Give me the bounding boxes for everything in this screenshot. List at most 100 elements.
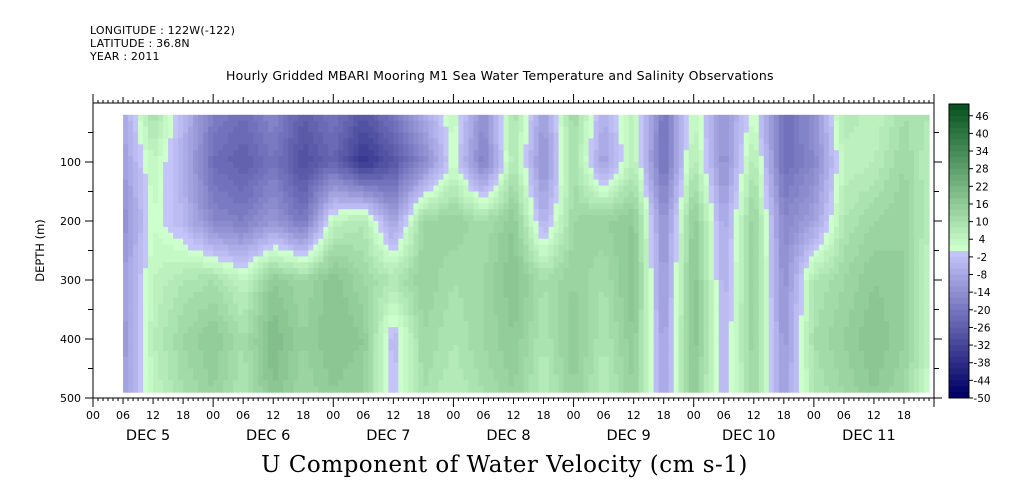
- heatmap-cell: [808, 162, 815, 169]
- heatmap-cell: [873, 162, 880, 169]
- heatmap-cell: [413, 262, 419, 269]
- heatmap-cell: [258, 203, 264, 210]
- heatmap-cell: [418, 173, 424, 181]
- heatmap-cell: [603, 114, 610, 122]
- heatmap-cell: [253, 221, 259, 228]
- heatmap-cell: [883, 120, 890, 128]
- heatmap-cell: [268, 162, 274, 169]
- heatmap-cell: [863, 268, 870, 275]
- heatmap-cell: [883, 132, 890, 139]
- heatmap-cell: [363, 126, 369, 134]
- heatmap-cell: [328, 156, 334, 163]
- heatmap-cell: [848, 226, 855, 234]
- heatmap-cell: [368, 221, 374, 228]
- heatmap-cell: [418, 250, 424, 257]
- heatmap-cell: [193, 262, 199, 269]
- heatmap-cell: [598, 150, 605, 157]
- heatmap-cell: [478, 197, 485, 204]
- heatmap-cell: [203, 221, 209, 228]
- heatmap-cell: [223, 179, 229, 187]
- heatmap-cell: [518, 150, 525, 157]
- heatmap-cell: [918, 226, 925, 234]
- heatmap-cell: [773, 120, 780, 128]
- heatmap-cell: [503, 232, 510, 240]
- heatmap-cell: [433, 203, 440, 210]
- heatmap-cell: [613, 138, 620, 145]
- heatmap-cell: [833, 150, 840, 157]
- heatmap-cell: [833, 120, 840, 128]
- heatmap-cell: [908, 179, 915, 187]
- heatmap-cell: [148, 268, 154, 275]
- heatmap-cell: [853, 285, 860, 293]
- heatmap-cell: [318, 138, 324, 145]
- heatmap-cell: [693, 274, 700, 281]
- heatmap-cell: [353, 285, 359, 293]
- heatmap-cell: [473, 185, 480, 193]
- heatmap-cell: [433, 150, 440, 157]
- heatmap-cell: [643, 179, 650, 187]
- heatmap-cell: [598, 250, 605, 257]
- heatmap-cell: [733, 150, 740, 157]
- heatmap-cell: [578, 244, 585, 252]
- heatmap-cell: [308, 209, 314, 216]
- heatmap-cell: [648, 268, 655, 275]
- heatmap-cell: [843, 244, 850, 252]
- heatmap-cell: [693, 197, 700, 204]
- heatmap-cell: [283, 173, 289, 181]
- heatmap-cell: [908, 244, 915, 252]
- heatmap-cell: [188, 138, 194, 145]
- heatmap-cell: [213, 215, 219, 222]
- heatmap-cell: [778, 144, 785, 151]
- heatmap-cell: [378, 232, 384, 240]
- heatmap-cell: [493, 250, 500, 257]
- heatmap-cell: [588, 138, 595, 145]
- heatmap-cell: [743, 209, 750, 216]
- heatmap-cell: [323, 221, 329, 228]
- heatmap-cell: [383, 156, 389, 163]
- heatmap-cell: [768, 132, 775, 139]
- heatmap-cell: [443, 144, 450, 151]
- heatmap-cell: [383, 285, 389, 293]
- heatmap-cell: [343, 144, 349, 151]
- heatmap-cell: [388, 156, 394, 163]
- heatmap-cell: [563, 150, 570, 157]
- heatmap-cell: [698, 238, 705, 246]
- heatmap-cell: [583, 162, 590, 169]
- heatmap-cell: [688, 138, 695, 145]
- heatmap-cell: [428, 150, 435, 157]
- heatmap-cell: [548, 226, 555, 234]
- heatmap-cell: [173, 150, 179, 157]
- heatmap-cell: [198, 144, 204, 151]
- heatmap-cell: [378, 291, 384, 299]
- heatmap-cell: [308, 244, 314, 252]
- heatmap-cell: [758, 215, 765, 222]
- heatmap-cell: [713, 285, 720, 293]
- heatmap-cell: [818, 256, 825, 263]
- heatmap-cell: [603, 238, 610, 246]
- heatmap-cell: [333, 256, 339, 263]
- heatmap-cell: [858, 232, 865, 240]
- heatmap-cell: [403, 215, 409, 222]
- heatmap-cell: [443, 114, 450, 122]
- heatmap-cell: [733, 167, 740, 175]
- heatmap-cell: [428, 285, 435, 293]
- heatmap-cell: [468, 114, 475, 122]
- heatmap-cell: [588, 226, 595, 234]
- heatmap-cell: [793, 179, 800, 187]
- heatmap-cell: [563, 173, 570, 181]
- heatmap-cell: [828, 114, 835, 122]
- heatmap-cell: [663, 280, 670, 287]
- heatmap-cell: [133, 132, 139, 139]
- heatmap-cell: [908, 226, 915, 234]
- heatmap-cell: [703, 280, 710, 287]
- heatmap-cell: [408, 291, 414, 299]
- heatmap-cell: [598, 191, 605, 198]
- heatmap-cell: [308, 150, 314, 157]
- longitude-label: LONGITUDE : 122W(-122): [90, 24, 236, 37]
- heatmap-cell: [808, 291, 815, 299]
- heatmap-cell: [713, 120, 720, 128]
- heatmap-cell: [453, 262, 460, 269]
- heatmap-cell: [473, 191, 480, 198]
- heatmap-cell: [653, 138, 660, 145]
- heatmap-cell: [233, 132, 239, 139]
